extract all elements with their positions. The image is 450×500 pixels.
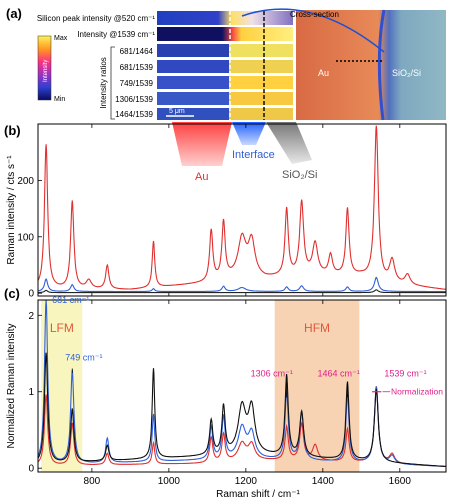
optical-image [296, 10, 446, 120]
series-line [37, 125, 447, 290]
panel-b-tag: (b) [4, 123, 21, 138]
y-tick-label: 100 [17, 232, 34, 243]
y-tick-label: 0 [28, 464, 34, 475]
panel-a-tag: (a) [6, 6, 22, 21]
funnel-interface [232, 122, 266, 145]
funnel-au [172, 122, 232, 166]
ratio-label: 681/1539 [120, 63, 154, 72]
region-label-lfm: LFM [50, 321, 74, 335]
photo-label-au: Au [318, 68, 329, 78]
row-label-silicon: Silicon peak intensity @520 cm⁻¹ [37, 14, 156, 23]
funnel-label-interface: Interface [232, 149, 275, 161]
row-label-1539: Intensity @1539 cm⁻¹ [77, 30, 155, 39]
x-tick-label: 1200 [235, 476, 258, 487]
series-line [37, 276, 446, 293]
colorbar [37, 35, 52, 101]
interface-edge [377, 9, 386, 121]
funnel-label-au: Au [195, 171, 208, 183]
y-tick-label: 0 [28, 289, 34, 300]
colorbar-mid: Intensity [43, 60, 49, 82]
x-tick-label: 1600 [389, 476, 412, 487]
ratio-label: 1464/1539 [115, 110, 153, 119]
ratio-axis-label: Intensity ratios [99, 57, 108, 109]
ratio-bracket [110, 46, 115, 120]
cross-section-arrow [241, 8, 385, 53]
x-tick-label: 1000 [158, 476, 181, 487]
colorbar-min: Min [54, 96, 65, 103]
panel-b-ylabel: Raman intensity / cts s⁻¹ [6, 155, 17, 265]
annotation-label: 681 cm⁻¹ [52, 295, 89, 305]
x-tick-label: 1400 [312, 476, 335, 487]
y-tick-label: 1 [28, 387, 34, 398]
funnel-label-sio2: SiO₂/Si [282, 169, 317, 181]
chart-b: 0 100 200 [17, 123, 447, 300]
colorbar-max: Max [54, 35, 68, 42]
panel-c-tag: (c) [4, 286, 20, 301]
chart-c: 800 1000 1200 1400 1600 0 1 2 LFM HFM 681 cm⁻¹ 749 … [28, 295, 447, 487]
y-tick-label: 200 [17, 176, 34, 187]
annotation-label: 1306 cm⁻¹ [251, 368, 293, 378]
region-label-hfm: HFM [304, 321, 330, 335]
x-tick-label: 800 [84, 476, 101, 487]
plot-frame [37, 299, 447, 473]
series-line [38, 289, 446, 294]
cross-section-label: Cross-section [290, 10, 339, 19]
ratio-label: 749/1539 [120, 79, 154, 88]
scalebar-label: 5 μm [169, 108, 185, 115]
series-line [37, 352, 447, 468]
photo-label-sio2: SiO₂/Si [392, 68, 421, 78]
series-line [37, 386, 446, 468]
panel-c-xlabel: Raman shift / cm⁻¹ [216, 489, 300, 500]
panel-c-ylabel: Normalized Raman intensity [6, 323, 17, 448]
annotation-label: 749 cm⁻¹ [65, 353, 102, 363]
plot-frame [37, 123, 447, 297]
ratio-label: 1306/1539 [115, 95, 153, 104]
ratio-label: 681/1464 [120, 47, 154, 56]
annotation-label: Normalization [391, 387, 443, 397]
funnel-sio2 [266, 122, 312, 164]
annotation-label: 1464 cm⁻¹ [317, 368, 359, 378]
raman-maps [157, 11, 293, 120]
y-tick-label: 2 [28, 311, 34, 322]
annotation-label: 1539 cm⁻¹ [384, 368, 426, 378]
